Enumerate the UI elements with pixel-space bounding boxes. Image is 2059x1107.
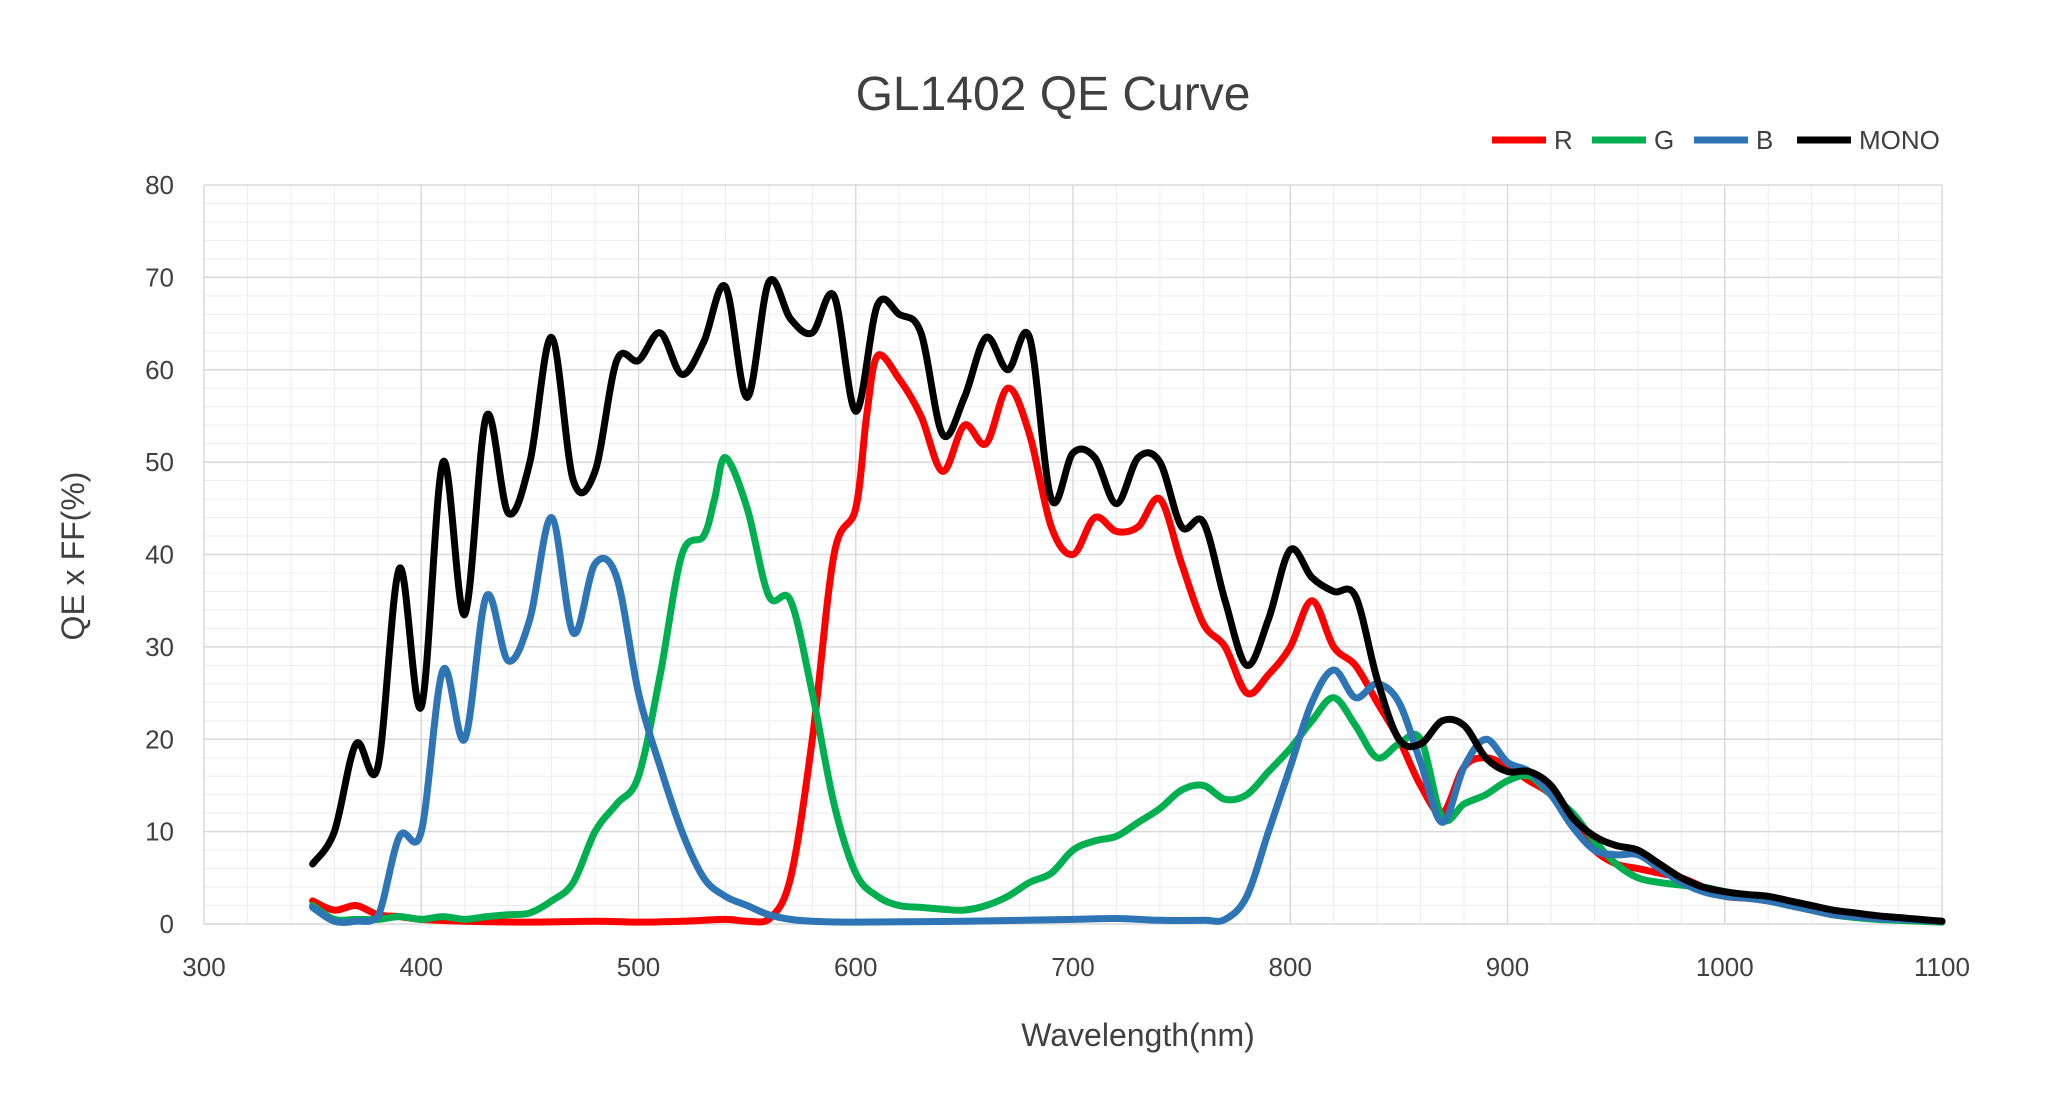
chart-title: GL1402 QE Curve bbox=[856, 68, 1251, 121]
x-tick-label: 400 bbox=[400, 952, 443, 982]
y-tick-label: 30 bbox=[145, 632, 174, 662]
legend-item-r: R bbox=[1492, 125, 1573, 155]
legend-item-mono: MONO bbox=[1797, 125, 1940, 155]
legend-label: MONO bbox=[1859, 125, 1940, 155]
x-tick-label: 600 bbox=[834, 952, 877, 982]
x-tick-label: 800 bbox=[1269, 952, 1312, 982]
y-tick-label: 40 bbox=[145, 540, 174, 570]
x-tick-label: 500 bbox=[617, 952, 660, 982]
y-tick-label: 20 bbox=[145, 724, 174, 754]
y-tick-label: 60 bbox=[145, 355, 174, 385]
legend: R G B MONO bbox=[1492, 125, 1940, 155]
legend-label: G bbox=[1654, 125, 1674, 155]
series-line-mono bbox=[309, 276, 1946, 925]
y-tick-label: 50 bbox=[145, 447, 174, 477]
legend-item-b: B bbox=[1694, 125, 1773, 155]
x-tick-label: 900 bbox=[1486, 952, 1529, 982]
series-lines bbox=[309, 276, 1946, 926]
y-axis-label: QE x FF(%) bbox=[55, 472, 91, 641]
y-tick-label: 70 bbox=[145, 262, 174, 292]
x-axis-label: Wavelength(nm) bbox=[1021, 1017, 1255, 1053]
legend-label: R bbox=[1554, 125, 1573, 155]
tick-labels: 300 400 500 600 700 800 900 1000 1100 0 10 20 30 40 50… bbox=[145, 170, 1970, 982]
x-tick-label: 1000 bbox=[1696, 952, 1754, 982]
y-tick-label: 10 bbox=[145, 817, 174, 847]
series-line-b bbox=[309, 514, 1946, 926]
x-tick-label: 700 bbox=[1051, 952, 1094, 982]
y-tick-label: 0 bbox=[160, 909, 174, 939]
y-tick-label: 80 bbox=[145, 170, 174, 200]
x-tick-label: 1100 bbox=[1914, 952, 1970, 982]
x-tick-label: 300 bbox=[182, 952, 225, 982]
legend-item-g: G bbox=[1592, 125, 1674, 155]
legend-label: B bbox=[1756, 125, 1773, 155]
series-line-g bbox=[309, 454, 1946, 926]
